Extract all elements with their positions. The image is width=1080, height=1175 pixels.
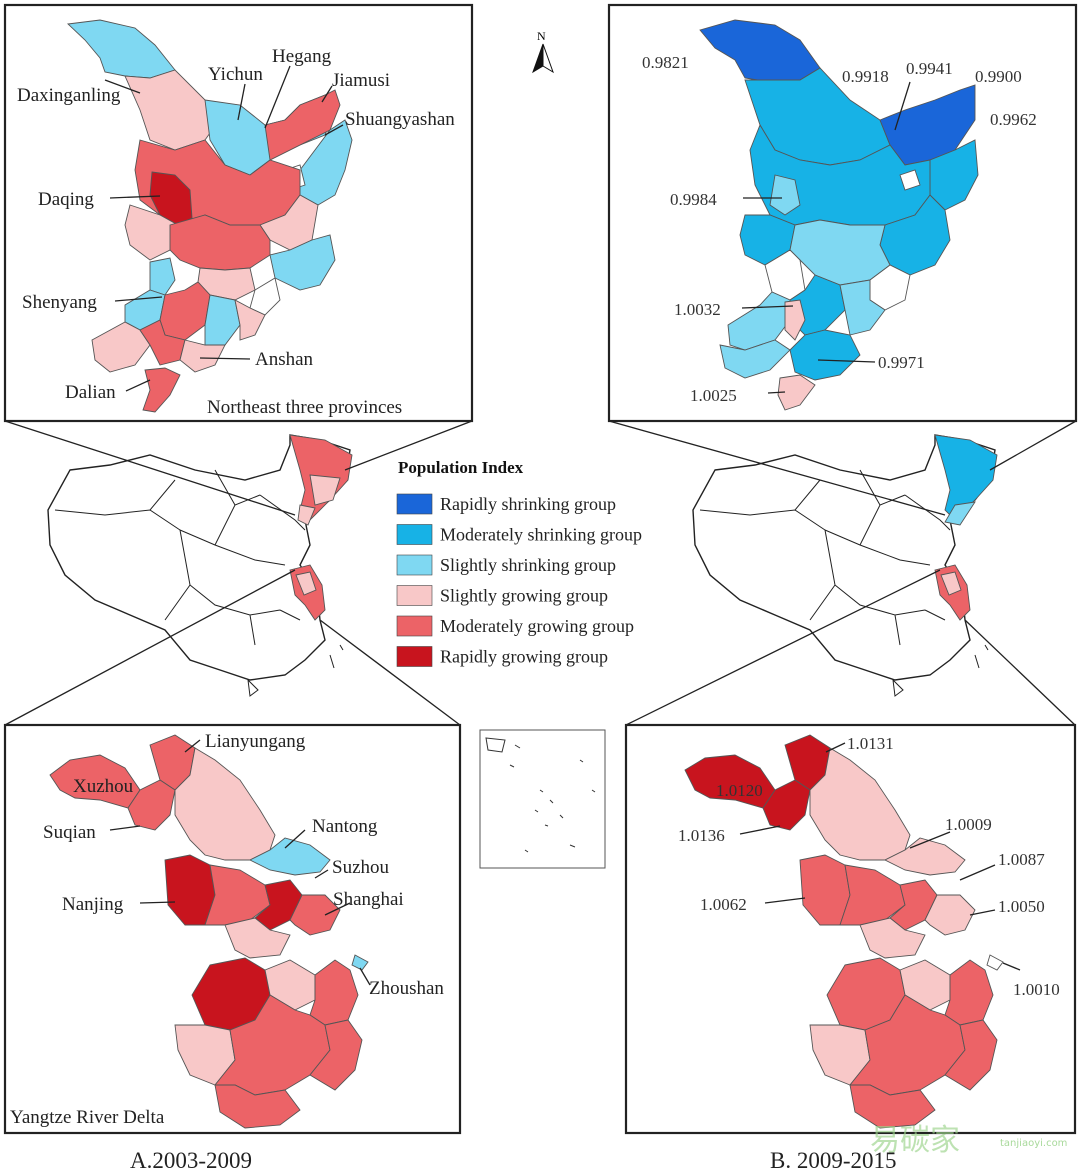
label-suqian: Suqian <box>43 822 96 843</box>
legend-swatch-2 <box>396 554 433 576</box>
yrd-frame-b <box>624 723 1077 1135</box>
yrd-values-b: 1.0131 1.0120 1.0136 1.0009 1.0087 1.006… <box>678 734 1060 999</box>
value-1.0050: 1.0050 <box>998 897 1045 916</box>
south-china-sea-inset <box>479 729 606 869</box>
watermark-brand: 易碳家 <box>870 1123 960 1158</box>
value-0.9941: 0.9941 <box>906 59 953 78</box>
label-daqing: Daqing <box>38 189 94 210</box>
label-yichun: Yichun <box>208 64 263 85</box>
label-nantong: Nantong <box>312 816 378 837</box>
label-zhoushan: Zhoushan <box>369 978 444 999</box>
legend-label-3: Slightly growing group <box>440 586 608 606</box>
yrd-title: Yangtze River Delta <box>10 1107 165 1128</box>
value-0.9900: 0.9900 <box>975 67 1022 86</box>
northeast-frame-a <box>3 3 474 423</box>
connector-lines <box>4 420 1077 726</box>
legend-label-2: Slightly shrinking group <box>440 555 616 575</box>
caption-b: B. 2009-2015 <box>770 1148 897 1173</box>
legend-swatch-3 <box>396 585 433 606</box>
value-1.0032: 1.0032 <box>674 300 721 319</box>
yrd-map-a <box>49 734 369 1129</box>
legend-swatch-1 <box>396 524 433 545</box>
northeast-map-a <box>66 19 353 413</box>
north-arrow-icon: N <box>532 29 554 74</box>
northeast-map-b <box>699 19 979 411</box>
yrd-frame-a <box>3 723 462 1135</box>
yrd-map-b <box>684 734 1004 1129</box>
label-shanghai: Shanghai <box>333 889 404 910</box>
value-0.9918: 0.9918 <box>842 67 889 86</box>
watermark: 易碳家 tanjiaoyi.com <box>870 1123 1067 1158</box>
legend: Population Index Rapidly shrinking group… <box>396 458 642 667</box>
legend-swatch-4 <box>396 615 433 637</box>
label-shenyang: Shenyang <box>22 292 97 313</box>
legend-title: Population Index <box>398 458 524 477</box>
value-0.9971: 0.9971 <box>878 353 925 372</box>
northeast-frame-b <box>607 3 1078 423</box>
china-map-a <box>47 434 353 697</box>
legend-label-0: Rapidly shrinking group <box>440 494 616 514</box>
value-1.0010: 1.0010 <box>1013 980 1060 999</box>
label-daxinganling: Daxinganling <box>17 85 121 106</box>
value-1.0131: 1.0131 <box>847 734 894 753</box>
label-xuzhou: Xuzhou <box>73 776 134 797</box>
label-jiamusi: Jiamusi <box>332 70 390 91</box>
label-suzhou: Suzhou <box>332 857 390 878</box>
northeast-title: Northeast three provinces <box>207 397 402 418</box>
value-1.0009: 1.0009 <box>945 815 992 834</box>
label-dalian: Dalian <box>65 382 116 403</box>
legend-swatch-5 <box>396 646 433 667</box>
value-1.0087: 1.0087 <box>998 850 1045 869</box>
value-1.0136: 1.0136 <box>678 826 725 845</box>
label-lianyungang: Lianyungang <box>205 731 306 752</box>
value-0.9984: 0.9984 <box>670 190 717 209</box>
value-0.9821: 0.9821 <box>642 53 689 72</box>
legend-swatch-0 <box>396 493 433 515</box>
legend-label-4: Moderately growing group <box>440 616 634 636</box>
value-1.0025: 1.0025 <box>690 386 737 405</box>
north-arrow-label: N <box>537 29 546 43</box>
label-hegang: Hegang <box>272 46 332 67</box>
northeast-labels-a: Daxinganling Yichun Hegang Jiamusi Shuan… <box>17 46 455 418</box>
label-anshan: Anshan <box>255 349 314 370</box>
legend-label-1: Moderately shrinking group <box>440 525 642 545</box>
legend-label-5: Rapidly growing group <box>440 647 608 667</box>
caption-a: A.2003-2009 <box>130 1148 252 1173</box>
label-shuangyashan: Shuangyashan <box>345 109 455 130</box>
value-1.0120: 1.0120 <box>716 781 763 800</box>
northeast-values-b: 0.9821 0.9918 0.9941 0.9900 0.9962 0.998… <box>642 53 1037 405</box>
china-map-b <box>692 434 998 697</box>
value-0.9962: 0.9962 <box>990 110 1037 129</box>
yrd-labels-a: Lianyungang Xuzhou Suqian Nantong Suzhou… <box>10 731 444 1128</box>
watermark-url: tanjiaoyi.com <box>1000 1138 1067 1149</box>
label-nanjing: Nanjing <box>62 894 124 915</box>
value-1.0062: 1.0062 <box>700 895 747 914</box>
